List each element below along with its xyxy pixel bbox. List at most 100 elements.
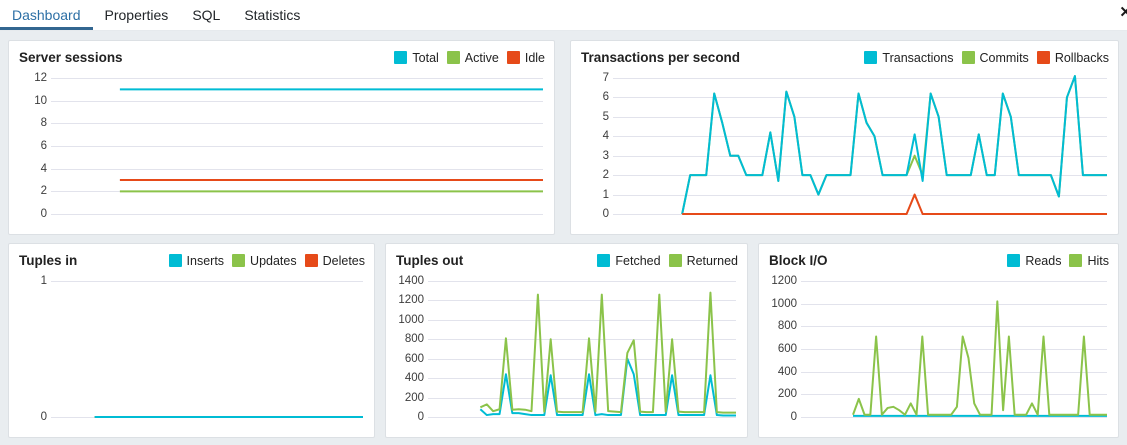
y-axis-label: 0 [40, 411, 47, 423]
series-line-commits [682, 76, 1107, 214]
legend-swatch-updates [232, 254, 246, 267]
y-axis-label: 6 [602, 91, 609, 104]
series-line-transactions [682, 76, 1107, 214]
plot-area-tuples-out [428, 272, 739, 429]
legend-tuples-in: Inserts Updates Deletes [168, 253, 365, 268]
gridline [428, 300, 736, 302]
tab-properties[interactable]: Properties [104, 7, 169, 23]
legend-label: Commits [979, 50, 1029, 65]
gridline [613, 155, 1107, 157]
legend-swatch-reads [1007, 254, 1021, 267]
plot-area-block-io [801, 272, 1110, 429]
series-line-returned [480, 293, 736, 413]
y-axis-label: 4 [602, 130, 609, 143]
legend-swatch-commits [961, 51, 975, 64]
y-axis-label: 600 [777, 343, 797, 355]
panel-title-block-io: Block I/O [769, 253, 828, 268]
tab-bar: Dashboard Properties SQL Statistics ✕ [0, 0, 1127, 31]
panel-header-block-io: Block I/O Reads Hits [759, 244, 1118, 270]
y-axis-tuples-out: 1400 1200 1000 800 600 400 200 0 [388, 272, 428, 429]
y-axis-label: 2 [602, 169, 609, 182]
series-line-fetched [480, 359, 736, 416]
gridline [613, 194, 1107, 196]
tab-dashboard[interactable]: Dashboard [0, 0, 93, 30]
plot-area-transactions-per-second [613, 69, 1110, 226]
panel-block-io: Block I/O Reads Hits 1200 1000 800 600 400 200 0 [758, 243, 1119, 438]
y-axis-label: 5 [602, 110, 609, 123]
legend-item-inserts: Inserts [168, 254, 224, 268]
legend-swatch-idle [506, 51, 520, 64]
gridline [801, 303, 1107, 305]
gridline [801, 281, 1107, 282]
legend-item-returned: Returned [668, 253, 738, 268]
y-axis-label: 4 [40, 162, 47, 175]
y-axis-transactions-per-second: 7 6 5 4 3 2 1 0 [573, 69, 613, 226]
gridline [51, 100, 543, 102]
charts-row-1: Server sessions Total Active Idle 12 10 8 6 4 2 0 T… [8, 40, 1119, 235]
legend-swatch-active [446, 51, 460, 64]
gridline [51, 123, 543, 125]
y-axis-label: 0 [40, 208, 47, 220]
legend-label: Deletes [322, 253, 365, 268]
legend-item-reads: Reads [1007, 254, 1061, 268]
legend-swatch-returned [668, 254, 682, 267]
y-axis-label: 1200 [771, 275, 797, 287]
legend-item-fetched: Fetched [597, 253, 661, 268]
tab-sql[interactable]: SQL [192, 7, 221, 23]
gridline [51, 168, 543, 170]
gridline [51, 146, 543, 147]
legend-label: Rollbacks [1054, 50, 1109, 65]
y-axis-block-io: 1200 1000 800 600 400 200 0 [761, 272, 801, 429]
gridline [801, 349, 1107, 350]
legend-label: Fetched [615, 253, 661, 268]
y-axis-label: 2 [40, 185, 47, 198]
gridline [613, 175, 1107, 177]
legend-label: Returned [686, 253, 738, 268]
y-axis-label: 12 [34, 72, 47, 84]
gridline [801, 371, 1107, 373]
gridline [428, 417, 736, 418]
y-axis-label: 1200 [398, 294, 424, 307]
legend-swatch-inserts [168, 254, 182, 267]
y-axis-server-sessions: 12 10 8 6 4 2 0 [11, 69, 51, 226]
legend-swatch-deletes [304, 254, 318, 267]
legend-label: Reads [1025, 253, 1062, 268]
tab-statistics[interactable]: Statistics [244, 7, 301, 23]
dashboard-content: Server sessions Total Active Idle 12 10 8 6 4 2 0 T… [0, 31, 1127, 445]
y-axis-label: 1 [40, 275, 47, 287]
plot-area-server-sessions [51, 69, 546, 226]
y-axis-label: 8 [40, 117, 47, 130]
gridline [51, 281, 363, 282]
panel-title-server-sessions: Server sessions [19, 50, 123, 65]
legend-server-sessions: Total Active Idle [394, 51, 545, 65]
panel-header-server-sessions: Server sessions Total Active Idle [9, 41, 554, 67]
chart-svg-block-io [801, 281, 1107, 417]
series-line-rollbacks [682, 195, 1107, 214]
legend-swatch-rollbacks [1036, 51, 1050, 64]
chart-transactions-per-second: 7 6 5 4 3 2 1 0 [571, 67, 1118, 234]
gridline [428, 378, 736, 380]
legend-item-transactions: Transactions [864, 51, 954, 65]
legend-label: Updates [250, 253, 297, 268]
y-axis-label: 0 [417, 411, 424, 423]
legend-label: Idle [524, 50, 545, 65]
gridline [801, 326, 1107, 328]
y-axis-label: 10 [34, 94, 47, 107]
legend-label: Hits [1087, 253, 1109, 268]
legend-item-active: Active [446, 50, 499, 65]
gridline [428, 281, 736, 282]
legend-tuples-out: Fetched Returned [597, 254, 738, 268]
legend-transactions-per-second: Transactions Commits Rollbacks [864, 51, 1109, 65]
gridline [51, 214, 543, 215]
legend-label: Active [464, 50, 499, 65]
gridline [428, 319, 736, 321]
y-axis-label: 600 [404, 352, 424, 365]
y-axis-label: 1000 [398, 313, 424, 326]
chart-block-io: 1200 1000 800 600 400 200 0 [759, 270, 1118, 437]
y-axis-label: 800 [404, 333, 424, 346]
legend-item-updates: Updates [232, 254, 297, 268]
close-icon[interactable]: ✕ [1119, 5, 1127, 20]
gridline [51, 78, 543, 79]
